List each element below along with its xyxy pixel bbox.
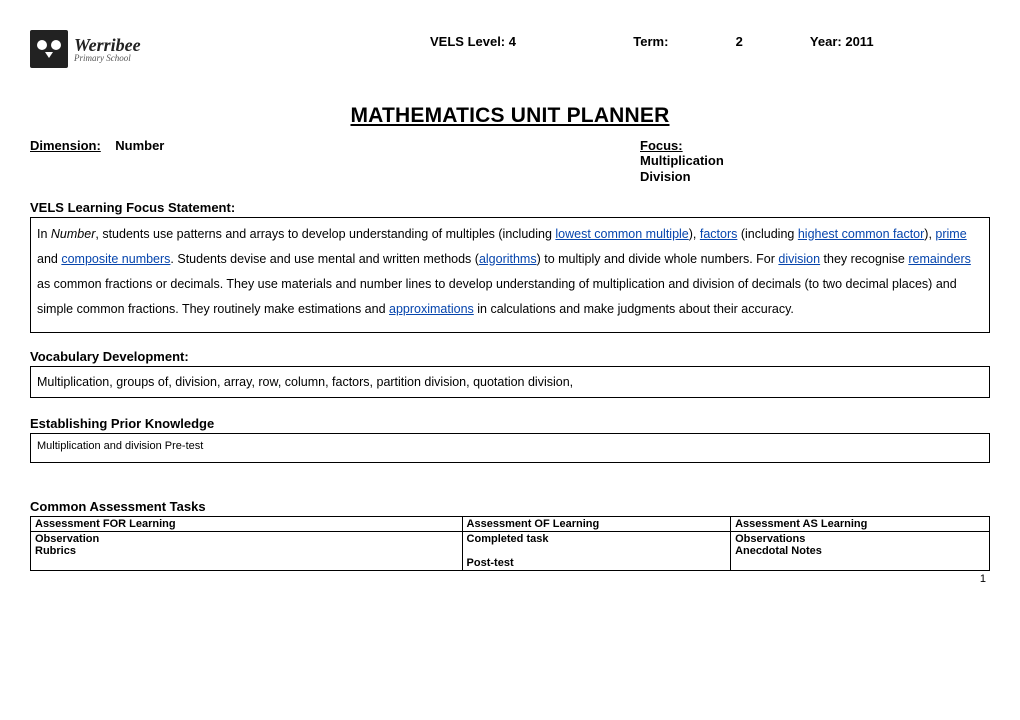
- vocab-box: Multiplication, groups of, division, arr…: [30, 366, 990, 398]
- learning-focus-label: VELS Learning Focus Statement:: [30, 200, 990, 215]
- year-value: 2011: [845, 34, 873, 49]
- assess-cell-as: Observations Anecdotal Notes: [731, 531, 990, 570]
- link-algorithms[interactable]: algorithms: [479, 252, 537, 266]
- dimension-label: Dimension:: [30, 138, 101, 153]
- header-row: Werribee Primary School VELS Level: 4 Te…: [30, 28, 990, 70]
- meta-line: VELS Level: 4 Term: 2 Year: 2011: [190, 28, 990, 49]
- learning-focus-body: In Number, students use patterns and arr…: [37, 222, 983, 322]
- link-factors[interactable]: factors: [700, 227, 738, 241]
- link-composite[interactable]: composite numbers: [61, 252, 170, 266]
- focus-value-1: Multiplication: [640, 153, 724, 169]
- vels-label: VELS Level:: [430, 34, 505, 49]
- assessment-label: Common Assessment Tasks: [30, 499, 990, 514]
- page-title: MATHEMATICS UNIT PLANNER: [30, 104, 990, 128]
- link-division[interactable]: division: [778, 252, 820, 266]
- focus-label: Focus:: [640, 138, 683, 153]
- assess-cell-of: Completed task Post-test: [462, 531, 731, 570]
- learning-focus-box: In Number, students use patterns and arr…: [30, 217, 990, 333]
- link-approximations[interactable]: approximations: [389, 302, 474, 316]
- prior-label: Establishing Prior Knowledge: [30, 416, 990, 431]
- prior-box: Multiplication and division Pre-test: [30, 433, 990, 463]
- dimension-value: Number: [115, 138, 164, 153]
- logo-text-line1: Werribee: [74, 36, 141, 54]
- assessment-table: Assessment FOR Learning Assessment OF Le…: [30, 516, 990, 571]
- page-number: 1: [30, 573, 990, 585]
- vocab-label: Vocabulary Development:: [30, 349, 990, 364]
- logo-text-line2: Primary School: [74, 54, 141, 63]
- focus-value-2: Division: [640, 169, 724, 185]
- link-lcm[interactable]: lowest common multiple: [555, 227, 688, 241]
- assess-cell-for: Observation Rubrics: [31, 531, 463, 570]
- vels-value: 4: [509, 34, 516, 49]
- assess-header-as: Assessment AS Learning: [731, 516, 990, 531]
- dimension-focus-row: Dimension: Number Focus: Multiplication …: [30, 138, 990, 186]
- owl-icon: [30, 30, 68, 68]
- school-logo: Werribee Primary School: [30, 28, 190, 70]
- year-label: Year:: [810, 34, 842, 49]
- link-hcf[interactable]: highest common factor: [798, 227, 924, 241]
- assess-header-of: Assessment OF Learning: [462, 516, 731, 531]
- term-label: Term:: [633, 34, 668, 49]
- link-remainders[interactable]: remainders: [908, 252, 971, 266]
- link-prime[interactable]: prime: [935, 227, 966, 241]
- assess-header-for: Assessment FOR Learning: [31, 516, 463, 531]
- term-value: 2: [736, 34, 743, 49]
